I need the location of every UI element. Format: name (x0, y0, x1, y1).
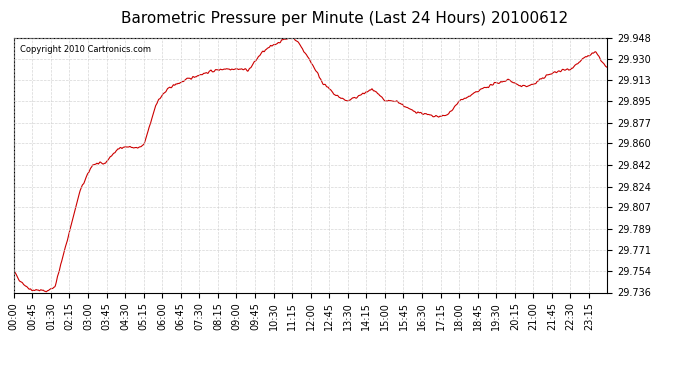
Text: Copyright 2010 Cartronics.com: Copyright 2010 Cartronics.com (20, 45, 150, 54)
Text: Barometric Pressure per Minute (Last 24 Hours) 20100612: Barometric Pressure per Minute (Last 24 … (121, 11, 569, 26)
